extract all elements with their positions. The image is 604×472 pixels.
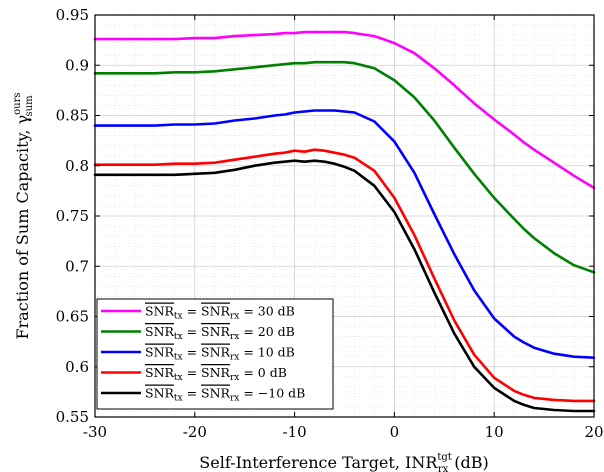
y-tick-label: 0.75	[56, 207, 89, 225]
y-tick-label: 0.55	[56, 408, 89, 426]
x-tick-label: -30	[83, 423, 107, 441]
y-tick-label: 0.85	[56, 107, 89, 125]
legend: SNRtx = SNRrx = 30 dB SNRtx = SNRrx = 20 …	[96, 298, 334, 410]
x-tick-label: 0	[390, 423, 400, 441]
y-axis-label: Fraction of Sum Capacity, γourssum	[12, 92, 35, 339]
series-layer	[93, 30, 596, 413]
series-line	[93, 60, 596, 274]
x-axis-label-sup: tgt	[437, 452, 451, 463]
x-axis-label-unit: (dB)	[454, 453, 488, 472]
x-tick-label: 10	[485, 423, 504, 441]
y-axis-label-sup: ours	[12, 92, 23, 114]
y-tick-label: 0.8	[65, 157, 89, 175]
legend-label: SNRtx = SNRrx = −10 dB	[145, 386, 305, 404]
series-line	[93, 30, 596, 190]
series-line	[93, 148, 596, 403]
x-axis-label: Self-Interference Target, INRtgt rx (dB)	[199, 452, 488, 472]
y-tick-labels: 0.55 0.6 0.65 0.7 0.75 0.8 0.85 0.9 0.95	[56, 6, 89, 426]
y-axis-label-sub: sum	[24, 95, 35, 117]
x-tick-label: -10	[283, 423, 307, 441]
legend-box	[96, 298, 334, 410]
y-tick-label: 0.95	[56, 6, 89, 24]
legend-label: SNRtx = SNRrx = 0 dB	[145, 365, 287, 383]
legend-label: SNRtx = SNRrx = 20 dB	[145, 324, 295, 342]
y-tick-label: 0.7	[65, 257, 89, 275]
y-tick-label: 0.6	[65, 358, 89, 376]
x-tick-label: -20	[183, 423, 207, 441]
y-tick-label: 0.9	[65, 56, 89, 74]
y-axis-label-main: Fraction of Sum Capacity, γ	[13, 115, 32, 340]
x-axis-label-main: Self-Interference Target, INR	[199, 453, 438, 472]
series-line	[93, 159, 596, 413]
y-tick-label: 0.65	[56, 308, 89, 326]
series-line	[93, 109, 596, 360]
x-axis-label-sub: rx	[438, 464, 449, 472]
legend-label: SNRtx = SNRrx = 30 dB	[145, 304, 295, 322]
x-tick-label: 20	[584, 423, 603, 441]
x-tick-labels: -30 -20 -10 0 10 20	[83, 423, 604, 441]
legend-label: SNRtx = SNRrx = 10 dB	[145, 345, 295, 363]
